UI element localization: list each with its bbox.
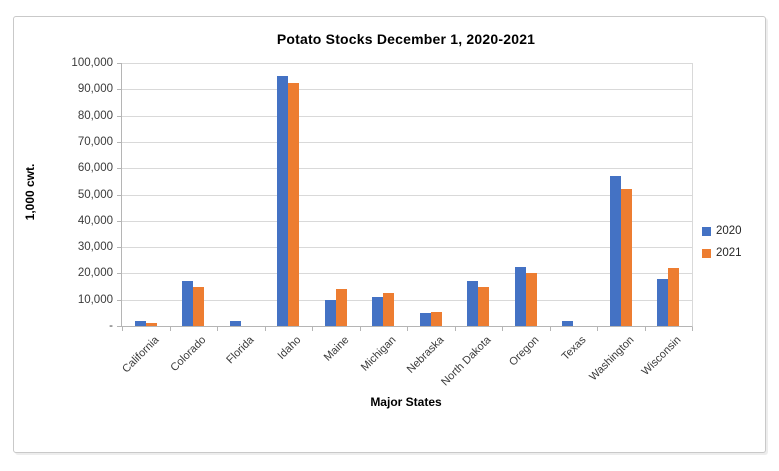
legend-label-2021: 2021 bbox=[716, 247, 742, 259]
y-axis-tick bbox=[117, 141, 121, 143]
bar-2020-north-dakota bbox=[467, 281, 479, 326]
gridline-40000 bbox=[122, 220, 692, 222]
legend-swatch-2020 bbox=[702, 226, 711, 236]
x-axis-tick bbox=[407, 327, 408, 331]
y-axis-tick bbox=[117, 194, 121, 196]
bar-2020-nebraska bbox=[419, 313, 431, 326]
x-axis-tick bbox=[549, 327, 551, 331]
x-axis-tick bbox=[312, 327, 313, 331]
x-tick-label-maine: Maine bbox=[321, 334, 352, 364]
x-axis-tick bbox=[597, 327, 598, 331]
bar-2020-oregon bbox=[514, 267, 526, 326]
x-tick-label-colorado: Colorado bbox=[168, 334, 209, 375]
x-axis-tick bbox=[264, 327, 266, 331]
legend-item-2021: 2021 bbox=[702, 246, 742, 260]
y-axis-tick bbox=[117, 89, 121, 91]
chart-card: Potato Stocks December 1, 2020-2021 1,00… bbox=[13, 16, 766, 453]
y-axis-tick bbox=[117, 220, 121, 222]
y-tick-label-30000: 30,000 bbox=[77, 241, 113, 254]
gridline-70000 bbox=[122, 141, 692, 143]
bar-2021-oregon bbox=[525, 273, 537, 326]
y-axis-tick bbox=[117, 299, 121, 301]
y-axis-tick bbox=[117, 273, 121, 275]
x-tick-label-washington: Washington bbox=[586, 334, 637, 384]
x-axis-tick bbox=[692, 327, 693, 331]
x-tick-label-nebraska: Nebraska bbox=[404, 334, 447, 376]
legend-swatch-2021 bbox=[702, 248, 711, 258]
y-tick-label-100000: 100,000 bbox=[71, 57, 113, 69]
bar-2021-nebraska bbox=[430, 312, 442, 326]
bar-2020-idaho bbox=[277, 76, 289, 326]
x-axis-tick bbox=[454, 327, 456, 331]
bar-2021-washington bbox=[620, 189, 632, 326]
bar-2020-washington bbox=[609, 176, 621, 326]
y-axis-tick bbox=[117, 247, 121, 249]
x-tick-label-florida: Florida bbox=[223, 334, 257, 367]
y-axis-tick bbox=[117, 63, 121, 64]
y-axis-title: 1,000 cwt. bbox=[23, 163, 37, 221]
legend: 2020 2021 bbox=[702, 224, 742, 268]
gridline-60000 bbox=[122, 168, 692, 170]
bar-2020-wisconsin bbox=[657, 279, 669, 326]
bar-2021-wisconsin bbox=[668, 268, 680, 326]
x-axis-tick bbox=[359, 327, 361, 331]
y-tick-label-40000: 40,000 bbox=[77, 214, 113, 227]
bar-2020-texas bbox=[562, 321, 574, 326]
x-axis-tick bbox=[169, 327, 171, 331]
y-axis-tick bbox=[117, 326, 121, 327]
x-axis-title: Major States bbox=[370, 395, 442, 409]
y-tick-label-10000: 10,000 bbox=[77, 293, 113, 306]
x-tick-label-texas: Texas bbox=[559, 334, 589, 363]
gridline-90000 bbox=[122, 89, 692, 91]
x-axis-tick bbox=[217, 327, 218, 331]
y-tick-label-60000: 60,000 bbox=[77, 162, 113, 175]
y-tick-label-80000: 80,000 bbox=[77, 109, 113, 122]
bar-2021-maine bbox=[335, 289, 347, 326]
x-tick-label-oregon: Oregon bbox=[506, 334, 542, 369]
x-tick-label-california: California bbox=[119, 334, 162, 376]
bar-2020-colorado bbox=[182, 281, 194, 326]
bar-2021-michigan bbox=[383, 293, 395, 326]
gridline-10000 bbox=[122, 299, 692, 301]
x-tick-label-michigan: Michigan bbox=[359, 334, 399, 374]
y-tick-label-20000: 20,000 bbox=[77, 267, 113, 280]
y-axis-tick bbox=[117, 168, 121, 170]
bar-2021-california bbox=[145, 323, 157, 326]
bar-2020-maine bbox=[324, 300, 336, 326]
bar-2021-north-dakota bbox=[478, 287, 490, 326]
gridline-80000 bbox=[122, 115, 692, 117]
x-tick-label-idaho: Idaho bbox=[275, 334, 304, 362]
y-axis-tick bbox=[117, 115, 121, 117]
bar-2020-california bbox=[134, 321, 146, 326]
legend-item-2020: 2020 bbox=[702, 224, 742, 238]
gridline-50000 bbox=[122, 194, 692, 196]
bar-2021-colorado bbox=[193, 287, 205, 326]
legend-label-2020: 2020 bbox=[716, 225, 742, 237]
bar-2020-michigan bbox=[372, 297, 384, 326]
chart-title: Potato Stocks December 1, 2020-2021 bbox=[276, 31, 536, 47]
y-tick-label-50000: 50,000 bbox=[77, 188, 113, 201]
gridline-100000 bbox=[122, 63, 692, 64]
y-tick-label-0: - bbox=[109, 320, 113, 332]
gridline-20000 bbox=[122, 273, 692, 275]
x-axis-tick bbox=[122, 327, 123, 331]
x-axis-tick bbox=[502, 327, 503, 331]
plot-area bbox=[121, 63, 693, 331]
y-tick-label-90000: 90,000 bbox=[77, 83, 113, 96]
x-axis-tick bbox=[644, 327, 646, 331]
gridline-30000 bbox=[122, 247, 692, 249]
x-tick-label-wisconsin: Wisconsin bbox=[639, 334, 684, 378]
y-tick-label-70000: 70,000 bbox=[77, 135, 113, 148]
bar-2020-florida bbox=[229, 321, 241, 326]
x-tick-label-north-dakota: North Dakota bbox=[439, 334, 494, 389]
bar-2021-idaho bbox=[288, 83, 300, 326]
